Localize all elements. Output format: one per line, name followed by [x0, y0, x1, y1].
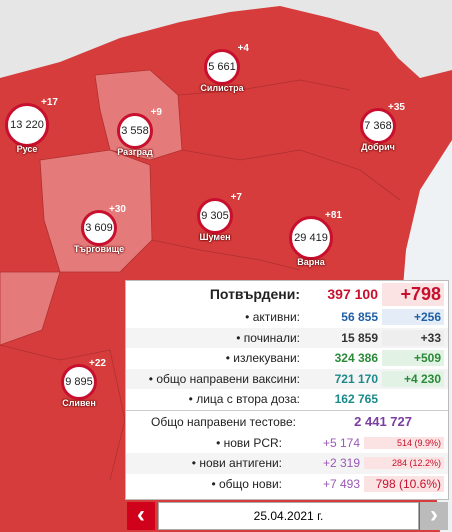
stats-row: • излекувани: 324 386 +509: [126, 348, 448, 369]
label: • активни:: [245, 310, 300, 325]
value: 15 859: [341, 330, 378, 345]
label: Потвърдени:: [209, 286, 300, 302]
city-marker[interactable]: 9 305 +7 Шумен: [197, 192, 242, 242]
province: [0, 271, 61, 346]
label: • нови PCR:: [216, 435, 282, 450]
confirmed-row: Потвърдени: 397 100 +798: [126, 281, 448, 307]
test-row: • нови PCR: +5 174 514 (9.9%): [126, 433, 448, 454]
count: 13 220: [10, 119, 44, 131]
province-border: [181, 149, 401, 201]
city-marker[interactable]: 29 419 +81 Варна: [289, 210, 342, 267]
delta: +81: [325, 210, 342, 221]
stats-row: • починали: 15 859 +33: [126, 327, 448, 348]
delta: +33: [382, 329, 444, 346]
tests-row: Общо направени тестове: 2 441 727: [126, 409, 448, 433]
value: +5 174: [322, 435, 360, 450]
value: 2 441 727: [354, 414, 412, 429]
date[interactable]: 25.04.2021 г.: [158, 502, 419, 530]
positive: 798 (10.6%): [364, 475, 444, 492]
delta: +17: [41, 97, 58, 108]
city-name: Търговище: [73, 244, 125, 254]
test-rows: • нови PCR: +5 174 514 (9.9%) • нови антиге…: [126, 433, 448, 495]
value: +7 493: [322, 476, 360, 491]
city-marker[interactable]: 5 661 +4 Силистра: [200, 43, 249, 93]
date-nav: ‹ 25.04.2021 г. ›: [125, 502, 448, 530]
stats-rows: • активни: 56 855 +256 • починали: 15 859 +33…: [126, 307, 448, 410]
delta: +4: [237, 43, 249, 54]
test-row: • общо нови: +7 493 798 (10.6%): [126, 474, 448, 495]
positive: 284 (12.2%): [364, 457, 444, 470]
city-marker[interactable]: 9 895 +22 Сливен: [61, 358, 106, 408]
city-name: Разград: [117, 147, 153, 157]
delta: +22: [89, 358, 106, 369]
test-row: • нови антигени: +2 319 284 (12.2%): [126, 453, 448, 474]
delta: +4 230: [382, 370, 444, 387]
spacer: [416, 421, 444, 423]
label: • нови антигени:: [191, 456, 282, 471]
count: 9 895: [65, 376, 93, 388]
count: 5 661: [208, 61, 236, 73]
delta: +256: [382, 309, 444, 326]
delta: +509: [382, 350, 444, 367]
label: • излекувани:: [225, 351, 300, 366]
stats-row: • общо направени ваксини: 721 170 +4 230: [126, 368, 448, 389]
delta: +9: [150, 107, 162, 118]
stats-panel: Потвърдени: 397 100 +798 • активни: 56 85…: [125, 280, 449, 500]
city-marker[interactable]: 13 220 +17 Русе: [5, 97, 58, 154]
city-marker[interactable]: 3 609 +30 Търговище: [74, 204, 126, 254]
city-name: Сливен: [62, 398, 96, 408]
label: • починали:: [236, 330, 300, 345]
value: 324 386: [334, 351, 378, 366]
city-marker[interactable]: 3 558 +9 Разград: [117, 107, 162, 157]
city-name: Добрич: [361, 142, 395, 152]
city-name: Русе: [16, 144, 38, 154]
value: 397 100: [327, 286, 378, 302]
city-name: Силистра: [200, 83, 244, 93]
count: 9 305: [201, 210, 229, 222]
delta: +798: [382, 282, 444, 306]
province-border: [0, 344, 126, 481]
next-button[interactable]: ›: [420, 502, 448, 530]
count: 3 609: [85, 222, 113, 234]
province-border: [177, 79, 351, 96]
count: 29 419: [294, 232, 328, 244]
stats-row: • лица с втора доза: 162 765: [126, 389, 448, 410]
delta: +7: [230, 192, 242, 203]
city-marker[interactable]: 7 368 +35 Добрич: [360, 102, 405, 152]
value: 56 855: [341, 310, 378, 325]
label: • лица с втора доза:: [188, 392, 300, 407]
positive: 514 (9.9%): [364, 436, 444, 449]
city-name: Шумен: [199, 232, 231, 242]
delta: +35: [388, 102, 405, 113]
delta: +30: [109, 204, 126, 215]
value: 162 765: [334, 392, 378, 407]
label: • общо нови:: [211, 476, 282, 491]
spacer: [382, 398, 444, 400]
stats-row: • активни: 56 855 +256: [126, 307, 448, 328]
prev-button[interactable]: ‹: [127, 502, 155, 530]
province-border: [151, 239, 301, 271]
value: +2 319: [322, 456, 360, 471]
count: 3 558: [121, 125, 149, 137]
count: 7 368: [364, 120, 392, 132]
border-area: [0, 0, 452, 78]
city-name: Варна: [297, 257, 325, 267]
label: • общо направени ваксини:: [148, 371, 300, 386]
value: 721 170: [334, 371, 378, 386]
label: Общо направени тестове:: [151, 414, 296, 429]
